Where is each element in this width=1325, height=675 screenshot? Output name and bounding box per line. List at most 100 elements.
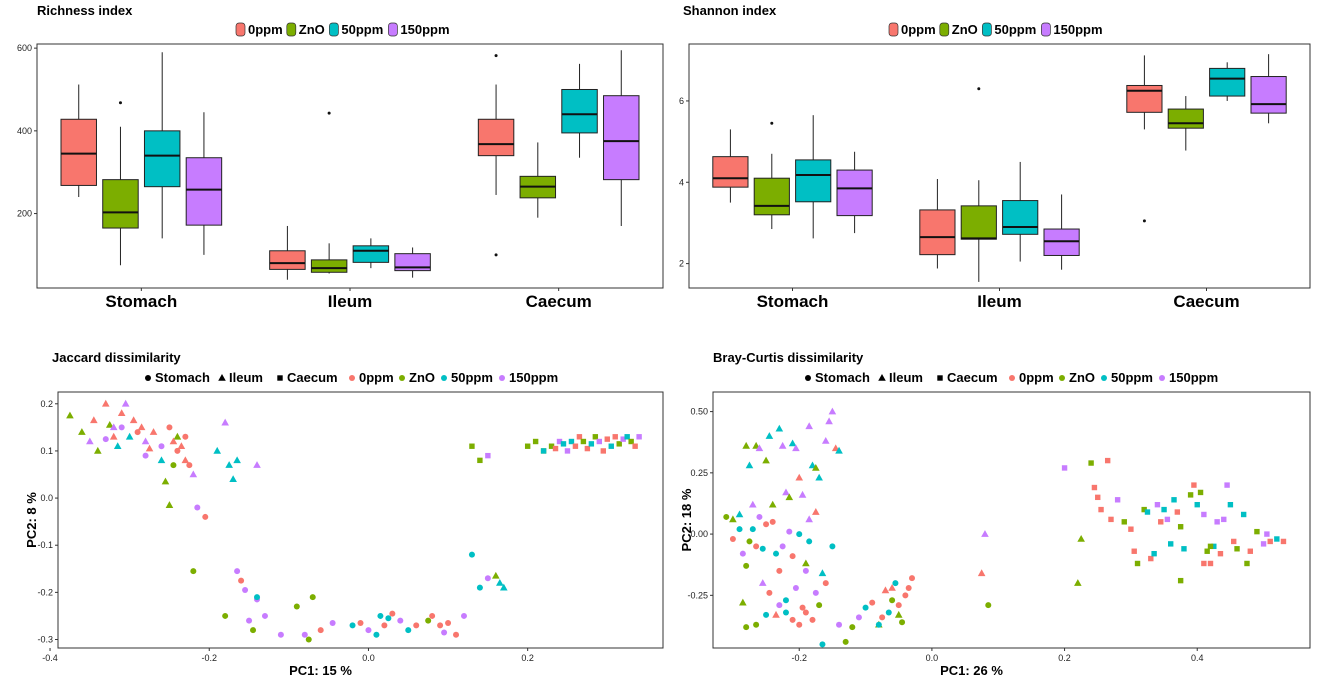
stomach-point — [753, 621, 760, 628]
legend: 0ppm ZnO 50ppm 150ppm — [888, 22, 1103, 37]
stomach-point — [836, 621, 843, 628]
x-tick-label: -0.4 — [42, 653, 58, 663]
ileum-point — [977, 569, 986, 577]
caecum-point — [1201, 511, 1207, 518]
stomach-point — [862, 604, 869, 611]
ileum-point — [221, 418, 229, 426]
y-tick-label: -0.1 — [37, 540, 53, 550]
stomach-point — [769, 518, 776, 525]
caecum-point — [1091, 484, 1098, 491]
stomach-point — [373, 631, 380, 638]
caecum-point — [1221, 516, 1227, 523]
box — [1167, 108, 1204, 129]
stomach-point — [779, 543, 786, 550]
box-0ppm — [1126, 55, 1163, 223]
stomach-point — [763, 611, 770, 618]
ileum-point — [125, 432, 134, 440]
boxplot-panel: Shannon index 0ppm ZnO 50ppm 150ppm 2 4 6 Stomac… — [679, 3, 1311, 311]
box-ZnO — [519, 142, 557, 218]
stomach-point — [309, 594, 316, 601]
stomach-point — [174, 447, 181, 454]
x-tick-label: -0.2 — [201, 653, 217, 663]
stomach-point — [166, 424, 173, 431]
box-ZnO — [1167, 96, 1204, 151]
caecum-point — [572, 443, 579, 449]
caecum-point — [524, 443, 531, 449]
ileum-point — [109, 423, 118, 431]
caecum-point — [1151, 550, 1157, 557]
box-0ppm — [919, 179, 956, 269]
legend-key — [286, 22, 297, 37]
category-label: Ileum — [328, 292, 372, 311]
box — [561, 88, 598, 134]
ileum-point — [149, 428, 158, 435]
caecum-point — [1264, 531, 1270, 537]
ileum-point — [798, 490, 807, 498]
box — [795, 159, 832, 203]
category-label: Stomach — [757, 292, 829, 311]
legend-label: 0ppm — [901, 22, 936, 37]
ileum-point — [802, 559, 810, 567]
category-label: Caecum — [526, 292, 592, 311]
stomach-point — [134, 429, 141, 436]
caecum-point — [1197, 489, 1204, 496]
box-150ppm — [1043, 194, 1080, 270]
outlier-point — [977, 87, 981, 91]
stomach-point — [799, 604, 806, 611]
caecum-point — [608, 443, 614, 449]
legend-label: Ileum — [229, 370, 263, 385]
y-tick-label: 200 — [17, 209, 32, 219]
legend-key — [235, 22, 246, 37]
caecum-point — [1128, 526, 1134, 532]
box-0ppm — [712, 129, 749, 203]
caecum-point — [1231, 538, 1237, 545]
caecum-point — [1161, 506, 1167, 513]
caecum-point — [552, 445, 559, 452]
caecum-point — [1171, 497, 1177, 503]
x-tick-label: 0.0 — [362, 653, 375, 663]
caecum-point — [1148, 555, 1154, 562]
legend-label: 50ppm — [341, 22, 383, 37]
stomach-point — [723, 513, 730, 520]
caecum-point — [477, 457, 483, 464]
legend-key — [1041, 22, 1051, 37]
chart-title: Shannon index — [683, 3, 777, 18]
x-tick-label: 0.4 — [1191, 653, 1204, 663]
ileum-point — [213, 446, 222, 454]
stomach-point — [802, 567, 809, 574]
stomach-point — [381, 622, 388, 629]
caecum-point — [588, 441, 595, 447]
ileum-point — [772, 610, 780, 618]
legend-label: 150ppm — [509, 370, 558, 385]
caecum-point — [1144, 509, 1151, 515]
stomach-point — [849, 624, 856, 631]
legend-label: Stomach — [155, 370, 210, 385]
y-tick-label: 0.2 — [40, 399, 53, 409]
outlier-point — [770, 121, 774, 125]
caecum-point — [1121, 519, 1127, 525]
caecum-point — [1204, 548, 1210, 554]
legend: Stomach Ileum Caecum 0ppm ZnO 50ppm 150ppm — [805, 370, 1218, 385]
caecum-point — [1224, 482, 1230, 488]
box-50ppm — [795, 115, 832, 239]
stomach-point — [875, 621, 882, 628]
stomach-point — [892, 580, 899, 587]
ileum-point — [888, 583, 896, 591]
stomach-point — [909, 575, 915, 582]
stomach-point — [776, 567, 783, 574]
stomach-point — [202, 513, 209, 520]
legend: 0ppm ZnO 50ppm 150ppm — [235, 22, 450, 37]
x-tick-label: -0.2 — [791, 653, 807, 663]
caecum-point — [596, 438, 603, 445]
y-tick-label: 600 — [17, 43, 32, 53]
stomach-point — [889, 597, 896, 604]
ileum-point — [86, 437, 94, 445]
category-label: Caecum — [1173, 292, 1239, 311]
stomach-point — [261, 612, 268, 619]
ileum-point — [768, 500, 777, 508]
stomach-point — [753, 543, 760, 550]
ileum-point — [792, 444, 800, 452]
caecum-point — [1194, 501, 1200, 508]
legend-key — [1059, 375, 1065, 381]
stomach-point — [905, 584, 912, 591]
